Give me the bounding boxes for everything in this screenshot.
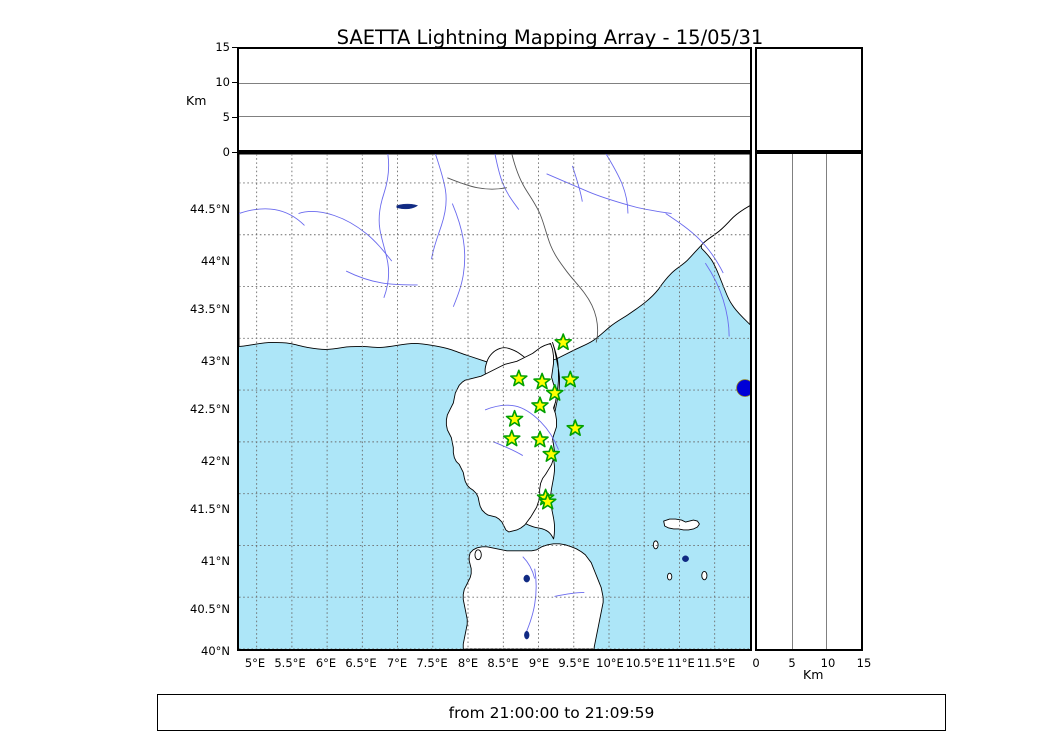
tickmark-top-5 (232, 117, 237, 118)
station-marker (533, 372, 551, 390)
tickmark-top-15 (232, 47, 237, 48)
station-marker (561, 370, 580, 388)
axis-label-km-right: Km (803, 667, 824, 682)
tick-lon-11.5: 11.5°E (696, 656, 736, 670)
tick-lat-44.5: 44.5°N (190, 202, 230, 216)
station-marker (542, 445, 561, 462)
station-marker (554, 333, 573, 351)
vhf-source-layer (736, 379, 750, 397)
tick-lat-42: 42°N (201, 454, 230, 468)
panel-corner (755, 47, 863, 152)
map-gridlines (239, 154, 750, 649)
landmass-italy-west-coast (700, 205, 750, 326)
river-saone (431, 154, 447, 260)
tick-lon-9.5: 9.5°E (558, 656, 590, 670)
river-tirso-sardinia (524, 568, 537, 637)
time-range-box: from 21:00:00 to 21:09:59 (157, 694, 946, 731)
tick-altitude-right-10: 10 (820, 656, 836, 670)
station-marker (531, 430, 549, 448)
landmass-continental-europe (239, 154, 750, 369)
river-coghinas (522, 556, 536, 579)
station-marker (566, 419, 585, 437)
tick-lat-41.5: 41.5°N (190, 502, 230, 516)
tick-altitude-right-15: 15 (856, 656, 872, 670)
station-marker (502, 429, 521, 447)
map-graphic (239, 154, 750, 649)
panel-altitude-vs-latitude (755, 152, 863, 651)
station-marker (531, 396, 549, 414)
vhf-source-dot (736, 379, 750, 397)
river-tiber (704, 262, 730, 337)
tick-lat-43: 43°N (201, 354, 230, 368)
tick-lat-42.5: 42.5°N (190, 402, 230, 416)
tick-lon-11: 11°E (667, 656, 695, 670)
lake-tuscany (682, 555, 689, 562)
gridline-altitude-right-10 (826, 154, 828, 649)
station-marker (505, 409, 524, 427)
river-adige (605, 154, 629, 214)
island-giglio (701, 570, 708, 581)
landmass-corsica-detail (445, 343, 557, 533)
lake-sardinia-2 (524, 630, 530, 640)
tick-lat-43.5: 43.5°N (190, 302, 230, 316)
tick-lon-6: 6°E (315, 656, 337, 670)
river-rhone-delta (345, 270, 418, 286)
river-var (451, 203, 466, 307)
tickmark-top-0 (232, 152, 237, 153)
gridline-altitude-right-5 (791, 154, 793, 649)
tick-lat-40.5: 40.5°N (190, 602, 230, 616)
station-marker (509, 369, 528, 387)
tick-altitude-top-0: 0 (222, 145, 230, 159)
river-durance (298, 210, 393, 262)
river-ebro-north (239, 208, 305, 226)
tick-lat-44: 44°N (201, 254, 230, 268)
border-france-switzerland (447, 177, 507, 190)
river-po (546, 173, 672, 214)
tickmark-top-10 (232, 82, 237, 83)
tick-altitude-top-10: 10 (215, 75, 230, 89)
river-flumendosa (554, 592, 585, 597)
tick-lon-6.5: 6.5°E (345, 656, 377, 670)
station-markers-layer (502, 333, 585, 510)
island-capraia (652, 540, 659, 550)
tick-lon-5.5: 5.5°E (274, 656, 306, 670)
tick-lat-41: 41°N (201, 554, 230, 568)
time-range-text: from 21:00:00 to 21:09:59 (448, 703, 655, 722)
gridline-altitude-10 (239, 82, 750, 84)
tick-lon-7: 7°E (386, 656, 408, 670)
tick-lat-40: 40°N (201, 644, 230, 658)
river-rhone (378, 154, 390, 298)
island-asinara (474, 549, 482, 561)
tick-altitude-top-5: 5 (222, 110, 230, 124)
tick-lon-10: 10°E (596, 656, 624, 670)
tick-altitude-top-15: 15 (215, 40, 230, 54)
axis-label-km-top: Km (186, 93, 207, 108)
lake-sardinia-1 (523, 574, 530, 583)
page-title: SAETTA Lightning Mapping Array - 15/05/3… (336, 26, 764, 49)
tick-lon-9: 9°E (528, 656, 550, 670)
border-france-italy (511, 154, 599, 343)
lake-geneva (396, 203, 419, 210)
gridline-altitude-5 (239, 116, 750, 118)
panel-altitude-vs-longitude (237, 47, 752, 152)
landmass-elba (663, 518, 700, 531)
station-marker (538, 492, 557, 510)
landmass-sardinia (462, 543, 604, 649)
tick-altitude-right-5: 5 (788, 656, 796, 670)
tick-lon-5: 5°E (244, 656, 266, 670)
station-marker (545, 383, 564, 401)
tick-lon-8: 8°E (457, 656, 479, 670)
island-montecristo (666, 572, 673, 581)
tick-lon-8.5: 8.5°E (487, 656, 519, 670)
tick-altitude-right-0: 0 (752, 656, 760, 670)
tick-lon-10.5: 10.5°E (625, 656, 665, 670)
tick-lon-7.5: 7.5°E (416, 656, 448, 670)
panel-plan-view-map (237, 152, 752, 651)
river-tavignano (492, 441, 524, 456)
river-golo-corsica (484, 404, 559, 450)
river-arno (665, 213, 724, 274)
river-ticino (571, 165, 583, 202)
